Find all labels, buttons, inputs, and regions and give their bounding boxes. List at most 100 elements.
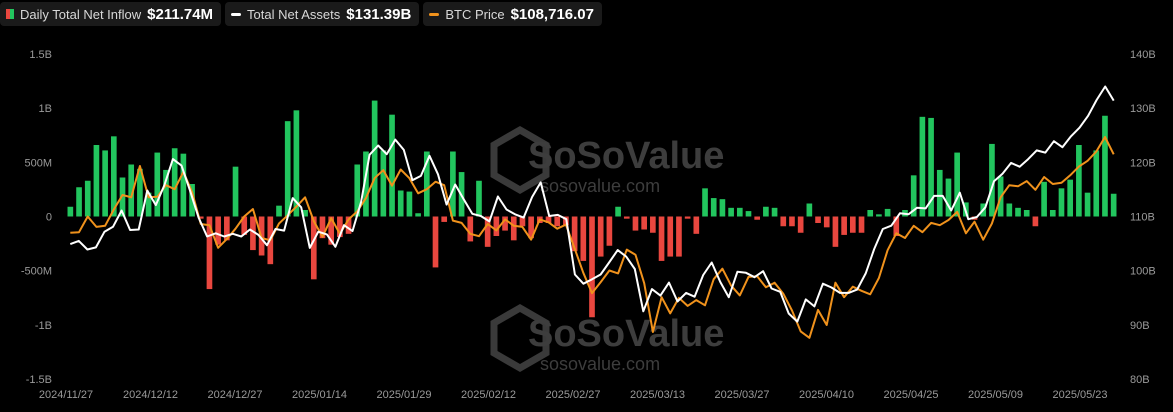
legend-label-btc-price: BTC Price <box>445 6 505 22</box>
y-left-tick-label: -1B <box>35 320 52 332</box>
bar-swatch-icon <box>6 9 14 19</box>
inflow-bar <box>110 136 117 217</box>
inflow-bar <box>406 191 413 217</box>
legend-item-net-inflow[interactable]: Daily Total Net Inflow $211.74M <box>0 2 222 26</box>
legend: Daily Total Net Inflow $211.74M Total Ne… <box>0 0 602 28</box>
watermark-brand: SoSoValue <box>528 135 724 177</box>
legend-label-net-inflow: Daily Total Net Inflow <box>20 6 142 22</box>
inflow-bar <box>1032 216 1039 227</box>
inflow-bar <box>180 153 187 217</box>
inflow-bar <box>337 216 343 238</box>
inflow-bar <box>884 208 891 217</box>
inflow-bar <box>580 216 587 261</box>
inflow-bar <box>763 206 769 217</box>
inflow-bar <box>667 216 674 257</box>
inflow-bar <box>467 216 474 242</box>
inflow-bar <box>145 192 152 217</box>
sosovalue-logo-icon <box>490 303 550 373</box>
inflow-bar <box>867 210 874 217</box>
inflow-bar <box>197 216 204 219</box>
inflow-bar <box>771 207 778 217</box>
sosovalue-logo-icon <box>490 125 550 195</box>
inflow-bar <box>345 216 352 234</box>
inflow-bar <box>328 216 334 245</box>
inflow-bar <box>780 216 787 227</box>
inflow-bar <box>171 148 178 217</box>
net-assets-line <box>69 85 1115 323</box>
inflow-bar <box>502 216 508 231</box>
line-swatch-icon <box>231 12 242 16</box>
inflow-bar <box>719 199 726 217</box>
inflow-bar <box>1058 188 1065 217</box>
inflow-bar <box>423 151 430 217</box>
inflow-bar <box>632 216 639 231</box>
inflow-bar <box>302 210 308 217</box>
y-right-tick-label: 90B <box>1130 320 1150 332</box>
inflow-bar <box>1049 210 1056 217</box>
x-tick-label: 2024/12/12 <box>123 389 178 401</box>
inflow-bar <box>641 216 647 230</box>
inflow-bar <box>815 216 821 223</box>
inflow-bar <box>989 143 995 217</box>
y-right-tick-label: 120B <box>1130 157 1156 169</box>
inflow-bar <box>206 216 213 290</box>
watermark-url: sosovalue.com <box>540 354 660 374</box>
inflow-bar <box>745 211 752 217</box>
inflow-bar <box>493 216 500 236</box>
inflow-bar <box>858 216 865 233</box>
inflow-bar <box>76 187 82 217</box>
inflow-bar <box>936 169 943 217</box>
x-tick-label: 2025/01/29 <box>376 389 431 401</box>
x-tick-label: 2025/03/13 <box>630 389 685 401</box>
inflow-bar <box>232 166 239 217</box>
inflow-bar <box>1110 193 1117 217</box>
inflow-bar <box>1041 181 1047 217</box>
inflow-bar <box>128 164 135 217</box>
inflow-bar <box>450 151 456 217</box>
inflow-bar <box>893 216 900 236</box>
inflow-bar <box>441 216 448 222</box>
y-right-tick-label: 110B <box>1130 212 1155 224</box>
legend-label-net-assets: Total Net Assets <box>247 6 341 22</box>
x-tick-label: 2025/05/09 <box>968 389 1023 401</box>
inflow-bar <box>432 216 439 268</box>
inflow-bar <box>676 216 682 257</box>
inflow-bar <box>554 216 561 227</box>
inflow-bar <box>354 164 361 217</box>
y-left-tick-label: -1.5B <box>26 374 52 386</box>
x-axis: 2024/11/27 2024/12/12 2024/12/27 2025/01/14… <box>39 389 1108 401</box>
inflow-bar <box>1015 207 1021 217</box>
inflow-bar <box>702 188 708 217</box>
inflow-bar <box>789 216 795 227</box>
inflow-bar <box>389 114 395 217</box>
inflow-bar <box>67 206 74 217</box>
x-tick-label: 2025/02/27 <box>545 389 600 401</box>
line-swatch-icon <box>429 12 440 16</box>
x-tick-label: 2024/12/27 <box>207 389 262 401</box>
legend-item-btc-price[interactable]: BTC Price $108,716.07 <box>423 2 602 26</box>
x-tick-label: 2025/04/25 <box>883 389 938 401</box>
inflow-bar <box>615 206 621 217</box>
legend-value-btc-price: $108,716.07 <box>510 5 594 23</box>
inflow-bar <box>910 175 917 217</box>
inflow-bar <box>954 152 960 217</box>
inflow-bar <box>363 151 369 217</box>
y-left-tick-label: 1.5B <box>29 49 52 61</box>
inflow-bar <box>1023 210 1030 217</box>
legend-item-net-assets[interactable]: Total Net Assets $131.39B <box>225 2 420 26</box>
y-right-tick-label: 130B <box>1130 103 1156 115</box>
inflow-bar <box>215 216 221 245</box>
inflow-bar <box>510 216 517 241</box>
inflow-bar <box>284 121 291 217</box>
inflow-bars <box>67 100 1117 318</box>
inflow-bar <box>380 150 387 217</box>
y-axis-left: 1.5B 1B 500M 0 -500M -1B -1.5B <box>21 49 52 386</box>
inflow-bar <box>397 190 404 217</box>
x-tick-label: 2024/11/27 <box>39 389 93 401</box>
x-tick-label: 2025/01/14 <box>292 389 347 401</box>
inflow-bar <box>571 216 578 252</box>
inflow-bar <box>371 100 378 217</box>
inflow-bar <box>1093 150 1100 217</box>
